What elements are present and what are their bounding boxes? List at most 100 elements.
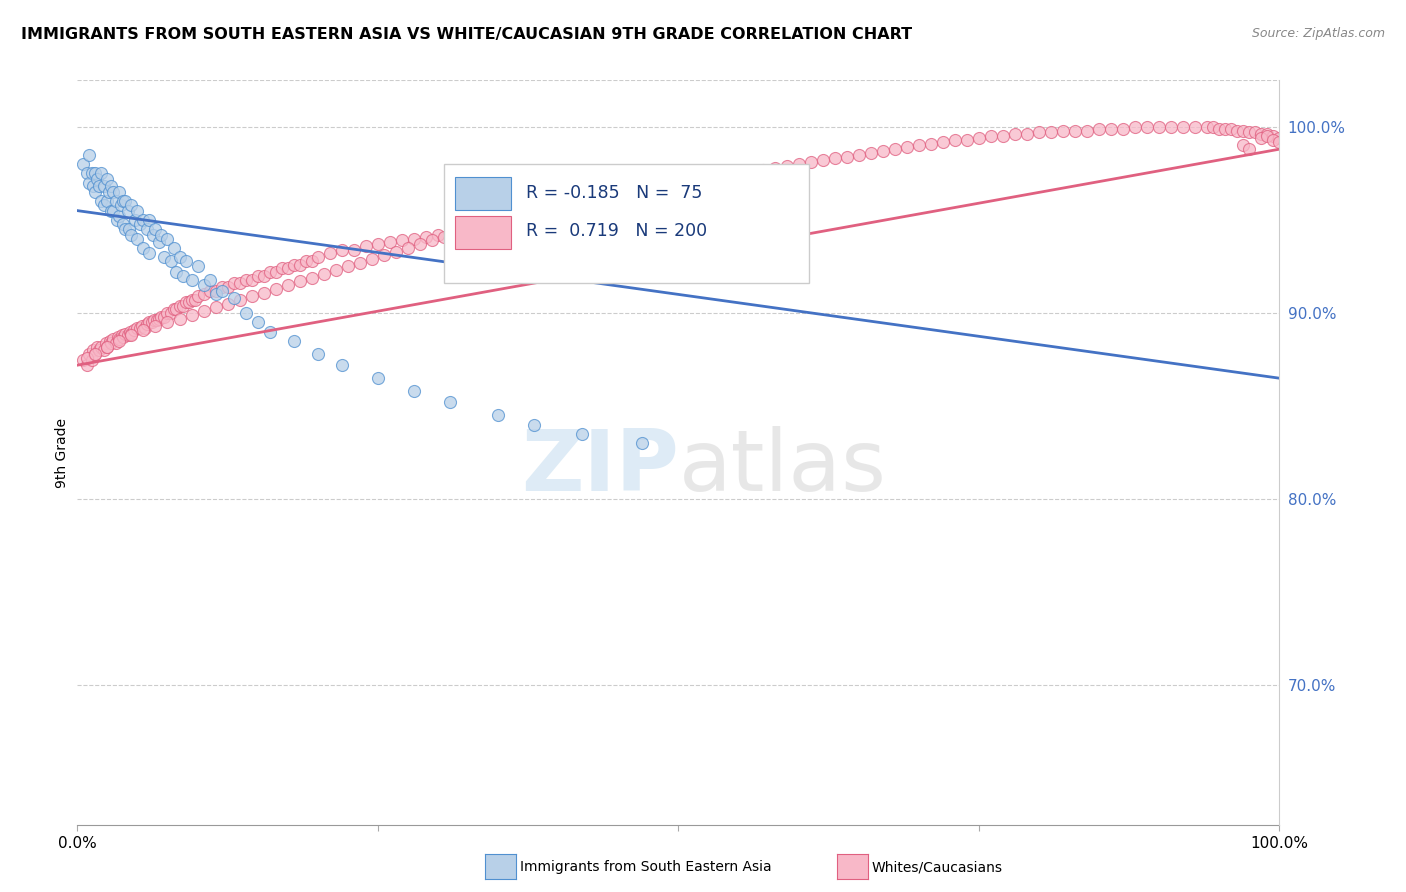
Point xyxy=(1256,128,1278,142)
Point xyxy=(80,166,103,180)
Point xyxy=(79,176,101,190)
Point xyxy=(1263,133,1285,147)
Point xyxy=(111,194,134,209)
Point xyxy=(228,277,250,291)
Point xyxy=(222,291,245,305)
Point xyxy=(427,227,450,242)
Point xyxy=(301,270,323,285)
Point xyxy=(186,260,209,274)
Point xyxy=(211,284,233,298)
Point xyxy=(186,289,209,303)
Point xyxy=(84,185,107,199)
Point xyxy=(127,203,149,218)
Point xyxy=(541,196,564,211)
Point xyxy=(330,358,353,372)
Point xyxy=(283,258,305,272)
Point xyxy=(120,325,142,339)
Point xyxy=(283,334,305,348)
Point xyxy=(775,159,797,173)
Point xyxy=(943,133,966,147)
Point xyxy=(165,265,187,279)
Point xyxy=(90,166,112,180)
Point xyxy=(420,234,443,248)
Point xyxy=(104,194,127,209)
Point xyxy=(246,315,269,329)
Point xyxy=(402,231,425,245)
Point xyxy=(1123,120,1146,134)
Point xyxy=(156,231,179,245)
Point xyxy=(160,306,183,320)
Point xyxy=(96,172,118,186)
Point xyxy=(883,142,905,156)
Point xyxy=(468,219,491,233)
Point xyxy=(76,166,98,180)
Point xyxy=(87,343,110,358)
Point xyxy=(1256,129,1278,144)
Point xyxy=(172,268,194,283)
Point xyxy=(138,246,160,260)
Point xyxy=(956,133,979,147)
Point xyxy=(193,278,215,293)
Point xyxy=(1028,125,1050,139)
Point xyxy=(120,326,142,341)
Point xyxy=(560,202,582,216)
Point xyxy=(1232,138,1254,153)
Point xyxy=(148,235,170,250)
Point xyxy=(193,287,215,301)
Point xyxy=(523,417,546,432)
Point xyxy=(523,209,546,223)
Point xyxy=(98,334,121,348)
Point xyxy=(499,213,522,227)
Point xyxy=(180,272,202,286)
Point xyxy=(668,178,690,192)
Point xyxy=(1239,125,1261,139)
Text: ZIP: ZIP xyxy=(520,426,679,509)
Point xyxy=(872,144,894,158)
Point xyxy=(1149,120,1171,134)
Point xyxy=(138,315,160,329)
Point xyxy=(204,301,226,315)
Point xyxy=(859,145,882,160)
Point xyxy=(1136,120,1159,134)
Point xyxy=(510,211,533,225)
Point xyxy=(90,194,112,209)
Point xyxy=(145,313,167,327)
Point xyxy=(103,185,125,199)
Point xyxy=(240,272,263,286)
Point xyxy=(367,371,389,385)
Point xyxy=(127,321,149,335)
Point xyxy=(259,325,281,339)
Point xyxy=(84,347,107,361)
Point xyxy=(1160,120,1182,134)
Point xyxy=(932,135,955,149)
Text: Source: ZipAtlas.com: Source: ZipAtlas.com xyxy=(1251,27,1385,40)
Point xyxy=(145,319,167,334)
Point xyxy=(204,287,226,301)
Point xyxy=(1263,129,1285,144)
Point xyxy=(132,323,155,337)
Point xyxy=(1076,123,1098,137)
Point xyxy=(131,319,153,334)
Point xyxy=(156,306,179,320)
Point xyxy=(655,181,678,195)
Point xyxy=(1239,142,1261,156)
Point xyxy=(141,315,163,329)
Point xyxy=(787,157,810,171)
Point xyxy=(457,222,479,236)
Point xyxy=(124,213,146,227)
Point xyxy=(160,253,183,268)
Point xyxy=(193,304,215,318)
Point xyxy=(409,237,432,252)
Point xyxy=(967,131,990,145)
Point xyxy=(1088,121,1111,136)
Point xyxy=(174,253,197,268)
Point xyxy=(1197,120,1219,134)
Point xyxy=(451,224,474,238)
Point xyxy=(132,241,155,255)
Text: R = -0.185   N =  75: R = -0.185 N = 75 xyxy=(526,184,702,202)
Point xyxy=(118,222,141,236)
Point xyxy=(134,321,156,335)
Point xyxy=(86,340,108,354)
Point xyxy=(444,226,467,240)
Point xyxy=(727,166,749,180)
